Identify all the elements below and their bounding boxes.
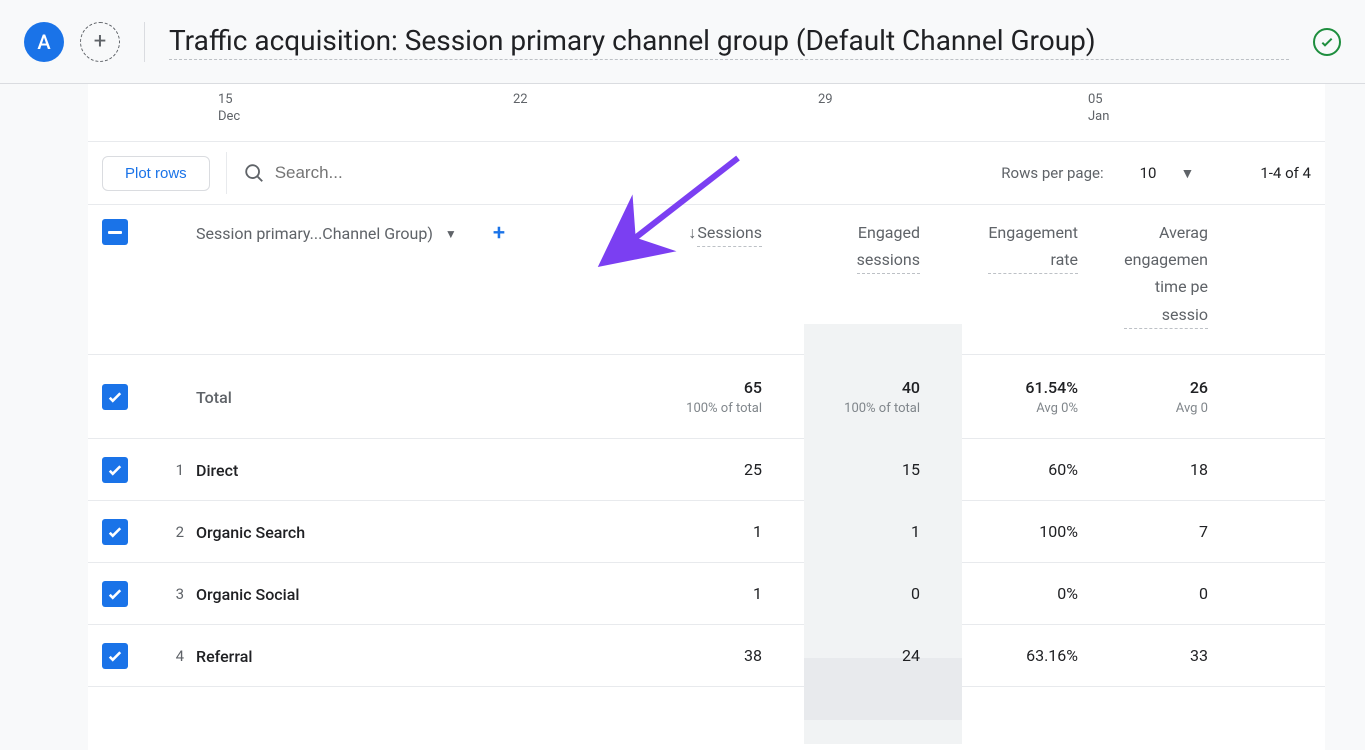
data-cell: 15 <box>774 460 932 479</box>
column-header-sessions[interactable]: ↓Sessions <box>616 219 774 247</box>
row-label: Organic Search <box>196 521 616 542</box>
data-cell: 38 <box>616 646 774 665</box>
table-row[interactable]: 3Organic Social100%0 <box>88 563 1325 625</box>
report-content: 15Dec 22 29 05Jan Plot rows Rows per page: … <box>88 84 1325 750</box>
total-cell: 65100% of total <box>616 378 774 416</box>
row-checkbox[interactable] <box>102 643 128 669</box>
row-index: 4 <box>148 647 196 665</box>
data-cell: 24 <box>774 646 932 665</box>
plot-rows-button[interactable]: Plot rows <box>102 156 210 191</box>
data-cell: 63.16% <box>932 646 1090 665</box>
divider <box>144 22 145 62</box>
total-cell: 40100% of total <box>774 378 932 416</box>
select-all-checkbox[interactable] <box>102 219 128 245</box>
row-label: Organic Social <box>196 583 616 604</box>
data-cell: 100% <box>932 522 1090 541</box>
pagination-range: 1-4 of 4 <box>1260 164 1311 182</box>
total-cell: 26Avg 0 <box>1090 378 1220 416</box>
data-cell: 0% <box>932 584 1090 603</box>
add-dimension-button[interactable]: + <box>493 221 505 246</box>
rows-per-page-label: Rows per page: <box>1001 164 1103 182</box>
avatar[interactable]: A <box>24 22 64 62</box>
data-cell: 7 <box>1090 522 1220 541</box>
page-title[interactable]: Traffic acquisition: Session primary cha… <box>169 24 1289 60</box>
total-label: Total <box>196 386 616 407</box>
chevron-down-icon[interactable]: ▼ <box>445 227 457 241</box>
column-header-avg-engagement-time[interactable]: Averag engagemen time pe sessio <box>1090 219 1220 329</box>
data-cell: 0 <box>1090 584 1220 603</box>
dimension-label[interactable]: Session primary...Channel Group) <box>196 224 433 243</box>
table-row[interactable]: 2Organic Search11100%7 <box>88 501 1325 563</box>
row-index: 3 <box>148 585 196 603</box>
chart-time-axis: 15Dec 22 29 05Jan <box>88 84 1325 142</box>
row-checkbox[interactable] <box>102 581 128 607</box>
row-index: 1 <box>148 461 196 479</box>
search-input[interactable] <box>275 163 535 183</box>
chevron-down-icon[interactable]: ▼ <box>1180 165 1194 182</box>
table-toolbar: Plot rows Rows per page: 10 ▼ 1-4 of 4 <box>88 142 1325 205</box>
data-cell: 25 <box>616 460 774 479</box>
add-comparison-button[interactable]: + <box>80 22 120 62</box>
axis-tick: 05Jan <box>1088 92 1109 126</box>
axis-tick: 29 <box>818 92 833 109</box>
column-header-engagement-rate[interactable]: Engagementrate <box>932 219 1090 274</box>
row-checkbox[interactable] <box>102 519 128 545</box>
row-label: Referral <box>196 645 616 666</box>
row-index: 2 <box>148 523 196 541</box>
cell-highlight <box>804 658 962 720</box>
row-checkbox[interactable] <box>102 384 128 410</box>
total-cell: 61.54%Avg 0% <box>932 378 1090 416</box>
page-header: A + Traffic acquisition: Session primary… <box>0 0 1365 84</box>
table-row[interactable]: 4Referral382463.16%33 <box>88 625 1325 687</box>
rows-per-page-value[interactable]: 10 <box>1140 164 1157 182</box>
data-cell: 1 <box>616 584 774 603</box>
table-row[interactable]: 1Direct251560%18 <box>88 439 1325 501</box>
table-header-row: Session primary...Channel Group) ▼ + ↓Se… <box>88 205 1325 355</box>
data-cell: 18 <box>1090 460 1220 479</box>
axis-tick: 22 <box>513 92 528 109</box>
row-label: Direct <box>196 459 616 480</box>
data-table: Session primary...Channel Group) ▼ + ↓Se… <box>88 205 1325 687</box>
column-header-engaged-sessions[interactable]: Engagedsessions <box>774 219 932 274</box>
data-cell: 33 <box>1090 646 1220 665</box>
total-row: Total65100% of total40100% of total61.54… <box>88 355 1325 439</box>
divider <box>226 152 227 194</box>
row-checkbox[interactable] <box>102 457 128 483</box>
search-icon <box>243 162 265 184</box>
data-cell: 1 <box>616 522 774 541</box>
data-cell: 1 <box>774 522 932 541</box>
status-check-icon[interactable] <box>1313 28 1341 56</box>
sort-arrow-icon: ↓ <box>688 223 696 242</box>
axis-tick: 15Dec <box>218 92 240 126</box>
data-cell: 0 <box>774 584 932 603</box>
data-cell: 60% <box>932 460 1090 479</box>
search-wrap <box>243 162 986 184</box>
